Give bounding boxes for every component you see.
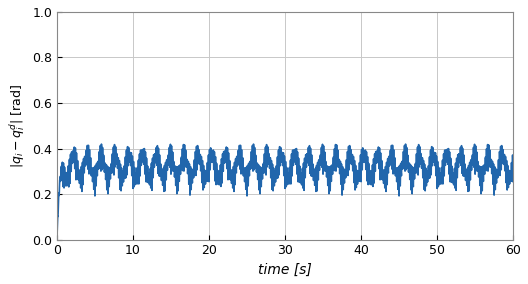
Y-axis label: $|q_i - q_i^d|$ [rad]: $|q_i - q_i^d|$ [rad] xyxy=(7,84,26,168)
X-axis label: time [s]: time [s] xyxy=(258,263,312,277)
